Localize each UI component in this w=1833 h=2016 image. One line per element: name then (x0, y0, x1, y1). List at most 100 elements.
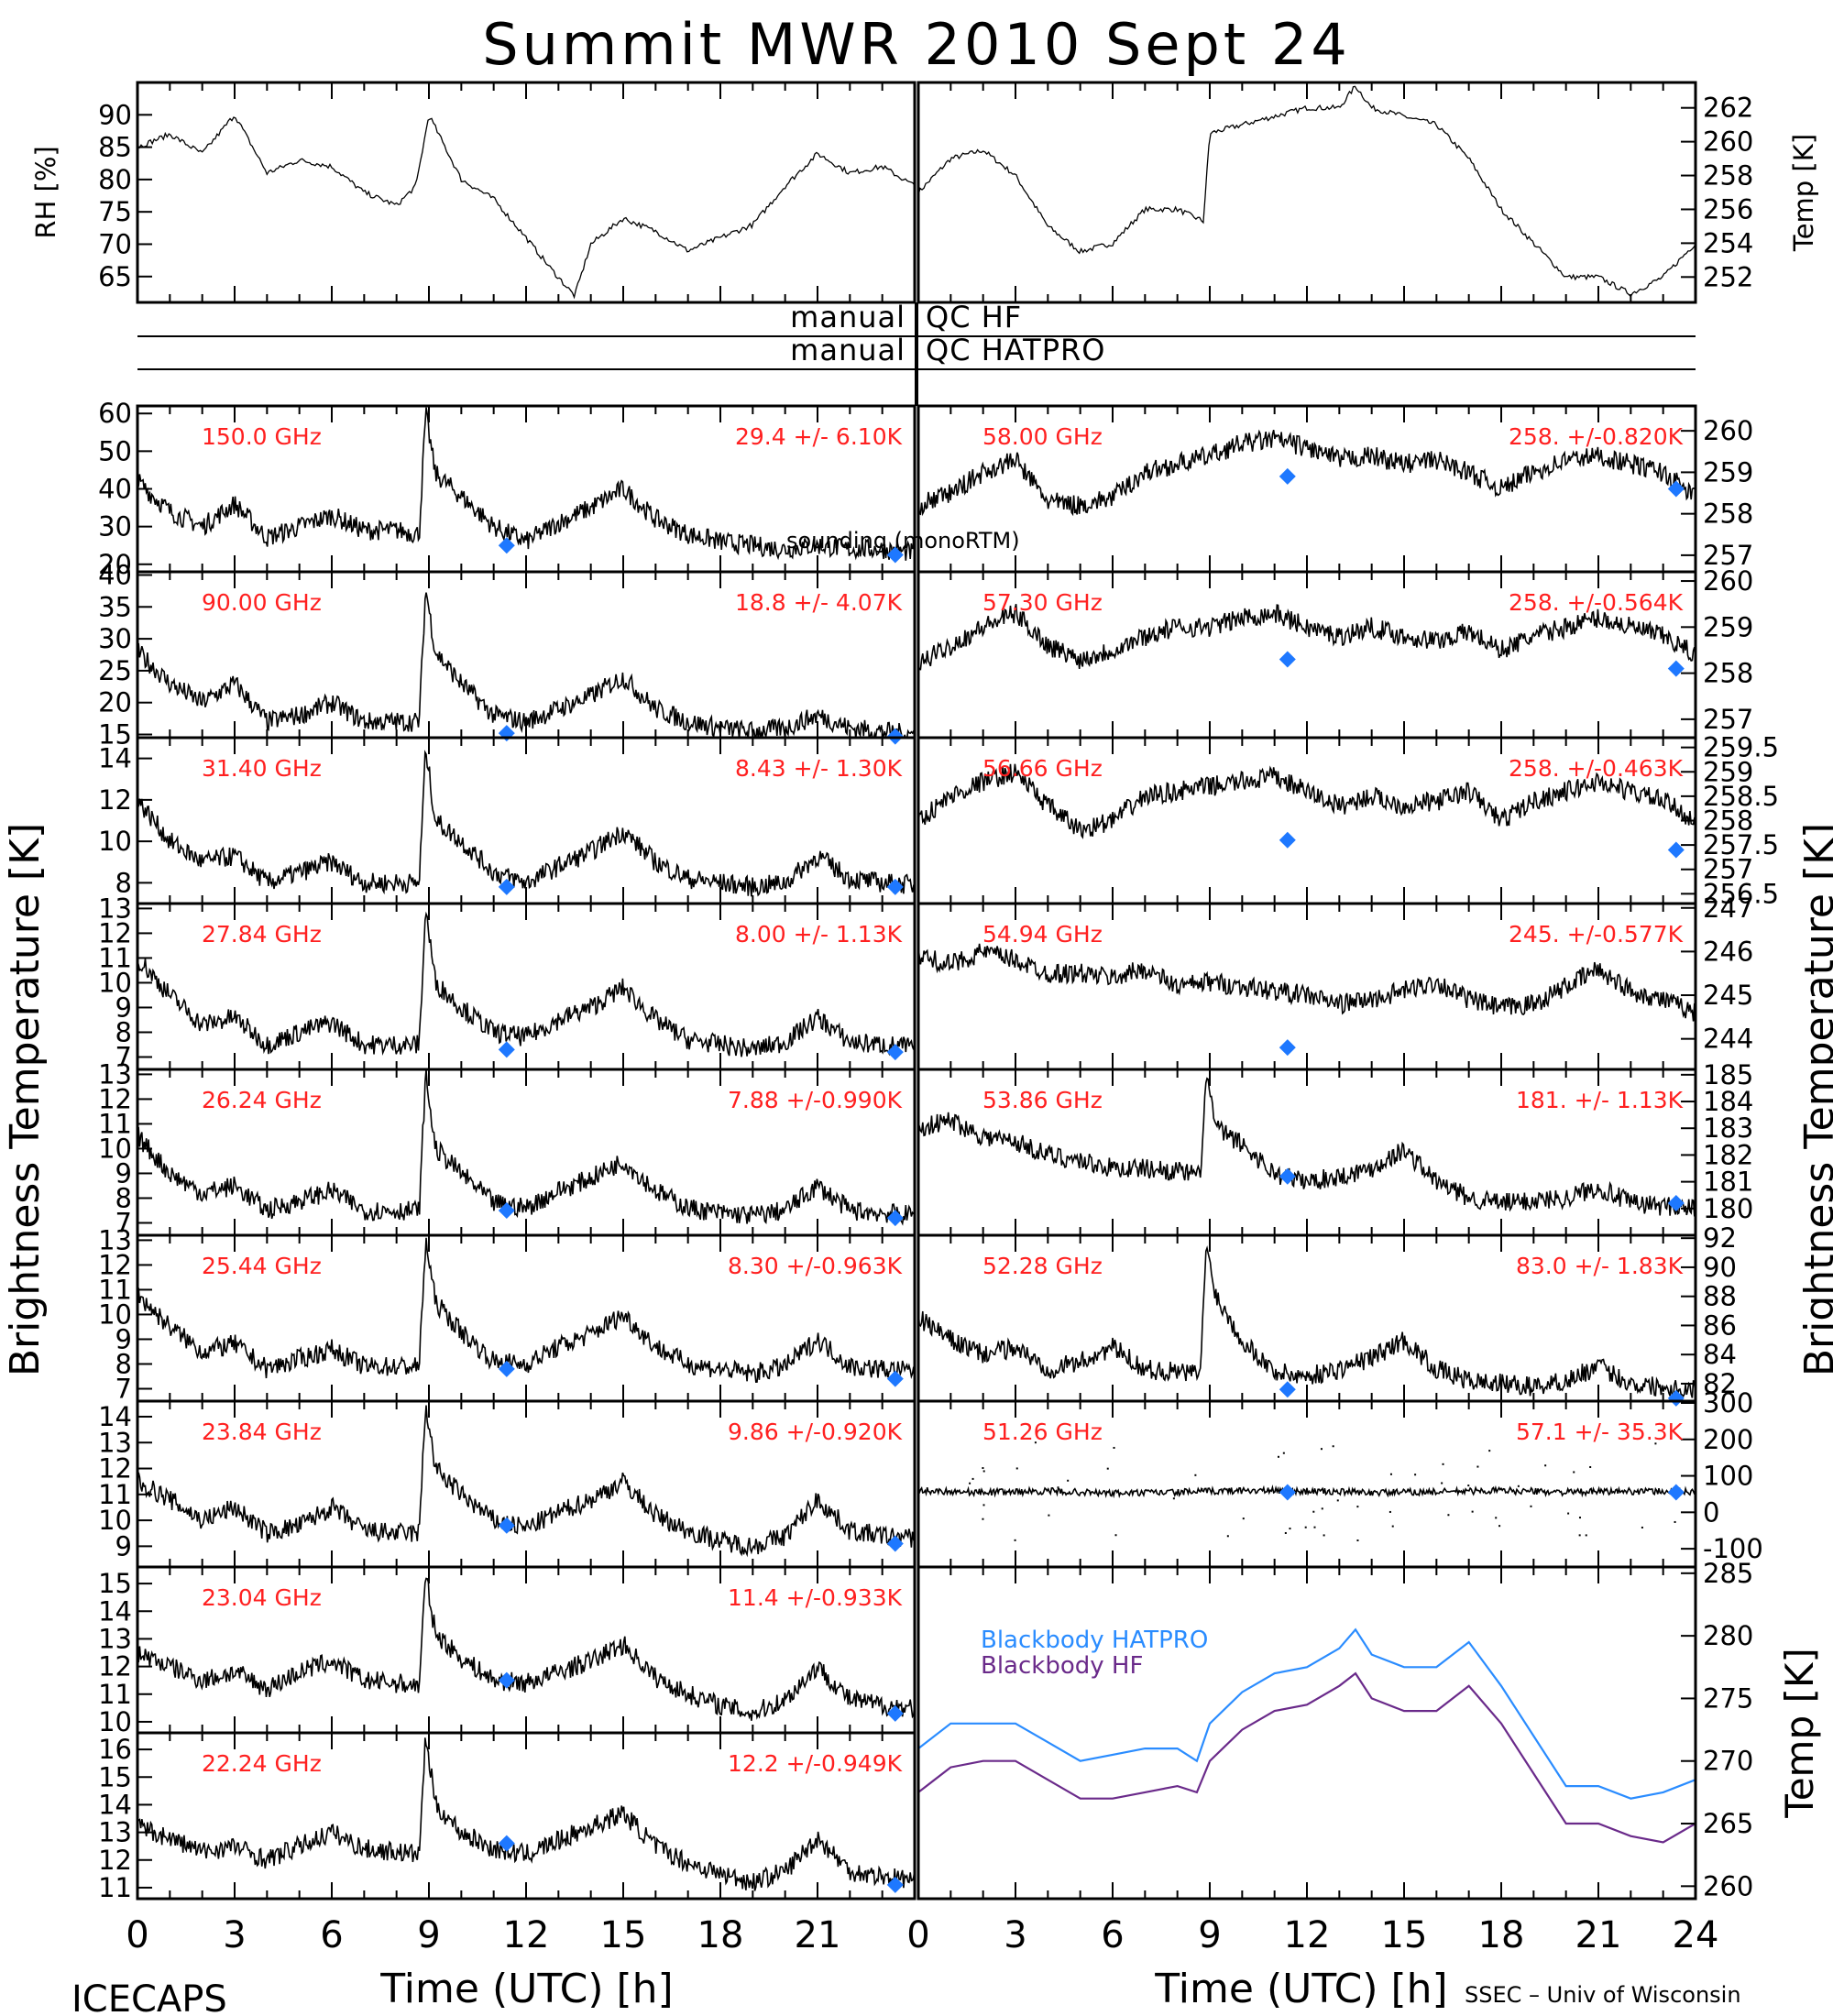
y-tick-label: 50 (98, 435, 132, 466)
panel-title: 53.86 GHz (982, 1087, 1103, 1113)
sounding-marker (886, 1044, 904, 1061)
panel-title: 90.00 GHz (202, 589, 322, 616)
scatter-point (1172, 1497, 1175, 1500)
y-tick-label: 13 (98, 1623, 132, 1654)
y-tick-label: 75 (98, 196, 132, 227)
sounding-marker (498, 1201, 515, 1219)
scatter-point (1447, 1514, 1450, 1517)
scatter-point (1277, 1455, 1279, 1458)
panel-title: 56.66 GHz (982, 755, 1103, 782)
y-tick-label: 256 (1703, 193, 1753, 225)
y-tick-label: 258.5 (1703, 781, 1779, 812)
trace-line (918, 604, 1696, 671)
y-tick-label: 80 (98, 164, 132, 195)
plot-area (918, 1441, 1696, 1542)
scatter-point (982, 1470, 985, 1473)
panel-stat: 258. +/-0.564K (1509, 589, 1684, 616)
x-tick-label-left: 9 (417, 1914, 440, 1956)
y-tick-label: 15 (98, 719, 132, 751)
panel-51.26: -100 0 100 200 300 51.26 GHz 57.1 +/- 35.3K (916, 1387, 1763, 1569)
y-tick-label: 11 (98, 942, 132, 973)
plot-area (137, 911, 915, 1057)
trace-line (918, 85, 1696, 298)
y-tick-label: 35 (98, 591, 132, 622)
y-tick-label: 10 (98, 967, 132, 998)
y-tick-label: 82 (1703, 1368, 1737, 1399)
sounding-marker (1279, 831, 1296, 849)
panel-stat: 11.4 +/-0.933K (728, 1584, 903, 1611)
panel-stat: 258. +/-0.820K (1509, 423, 1684, 450)
y-tick-label: 285 (1703, 1558, 1753, 1589)
qc-hf-left: manual (790, 300, 906, 334)
y-tick-label: 200 (1703, 1424, 1753, 1455)
sounding-marker (1667, 660, 1685, 677)
y-tick-label: 257 (1703, 854, 1753, 885)
y-tick-label: 84 (1703, 1339, 1737, 1370)
y-tick-label: 259 (1703, 456, 1753, 488)
x-tick-label-right: 15 (1381, 1914, 1428, 1956)
y-tick-label: 14 (98, 743, 132, 774)
scatter-point (1441, 1482, 1443, 1485)
scatter-point (1389, 1473, 1392, 1475)
sounding-marker (886, 1876, 904, 1893)
y-tick-label: 275 (1703, 1682, 1753, 1714)
sounding-marker (1279, 1167, 1296, 1185)
trace-line (137, 911, 915, 1057)
scatter-point (1106, 1467, 1109, 1470)
scatter-point (1654, 1442, 1657, 1445)
sounding-marker (1667, 480, 1685, 498)
y-tick-label: 10 (98, 1133, 132, 1164)
qc-hatpro-right: QC HATPRO (926, 333, 1105, 367)
panel-stat: 245. +/-0.577K (1509, 921, 1684, 948)
y-tick-label: 12 (98, 784, 132, 816)
panel-stat: 8.00 +/- 1.13K (735, 921, 903, 948)
panel-title: 58.00 GHz (982, 423, 1103, 450)
y-tick-label: 244 (1703, 1024, 1753, 1055)
scatter-point (1242, 1517, 1245, 1520)
panel-stat: 181. +/- 1.13K (1516, 1087, 1684, 1113)
y-tick-label: 259 (1703, 611, 1753, 642)
panel-frame (916, 1565, 1697, 1901)
scatter-point (1517, 1485, 1520, 1487)
panel-stat: 29.4 +/- 6.10K (735, 423, 903, 450)
y-axis-label: Temp [K] (1788, 134, 1819, 252)
scatter-point (1414, 1474, 1417, 1476)
figure-title: Summit MWR 2010 Sept 24 (482, 11, 1351, 78)
sounding-marker (886, 1535, 904, 1552)
x-axis-label-right: Time (UTC) [h] (1154, 1966, 1447, 2012)
scatter-point (1321, 1507, 1323, 1510)
trace-line (918, 763, 1696, 839)
y-tick-label: 7 (115, 1041, 132, 1072)
trace-line (137, 407, 915, 561)
y-tick-label: 12 (98, 1845, 132, 1876)
scatter-point (1391, 1525, 1394, 1528)
trace-line (918, 1077, 1696, 1217)
scatter-point (1471, 1510, 1474, 1513)
scatter-point (1284, 1531, 1287, 1534)
panel-title: 22.24 GHz (202, 1750, 322, 1777)
footer-right: SSEC – Univ of Wisconsin (1465, 1982, 1741, 2008)
scatter-point (1495, 1517, 1498, 1519)
y-tick-label: 280 (1703, 1620, 1753, 1651)
y-tick-label: 10 (98, 826, 132, 857)
y-tick-label: 11 (98, 1872, 132, 1903)
y-tick-label: 90 (1703, 1252, 1737, 1283)
sounding-marker (498, 1835, 515, 1852)
y-tick-label: 20 (98, 549, 132, 580)
sounding-marker (886, 878, 904, 895)
scatter-point (1313, 1526, 1316, 1528)
scatter-point (1304, 1526, 1307, 1528)
panel-stat: 83.0 +/- 1.83K (1516, 1253, 1684, 1279)
y-tick-label: 10 (98, 1298, 132, 1330)
y-tick-label: 40 (98, 559, 132, 590)
y-tick-label: 16 (98, 1734, 132, 1765)
legend-bb-hatpro: Blackbody HATPRO (981, 1627, 1208, 1654)
plot-area (918, 85, 1696, 298)
y-tick-label: 15 (98, 1568, 132, 1599)
